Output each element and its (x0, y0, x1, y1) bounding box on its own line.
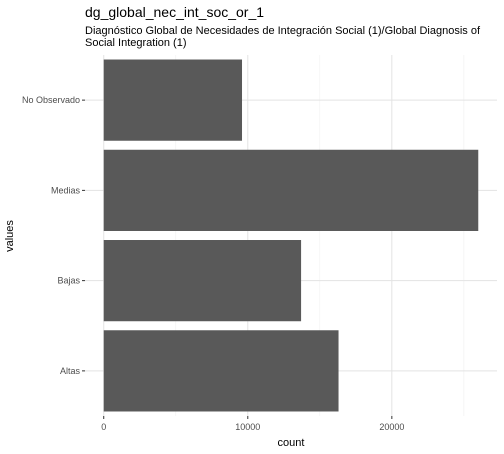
chart-subtitle: Diagnóstico Global de Necesidades de Int… (85, 25, 481, 49)
bar-bajas (103, 240, 302, 322)
y-tick-label: No Observado (22, 95, 80, 105)
y-tick-label: Altas (60, 366, 81, 376)
bar-no-observado (103, 59, 243, 141)
x-tick-label: 0 (101, 422, 106, 432)
y-tick-label: Medias (51, 185, 81, 195)
chart-title: dg_global_nec_int_soc_or_1 (85, 4, 265, 20)
bar-altas (103, 330, 339, 412)
y-tick-label: Bajas (57, 276, 80, 286)
y-axis-label: values (4, 220, 16, 252)
x-tick-label: 10000 (235, 422, 260, 432)
bar-medias (103, 149, 479, 231)
x-tick-label: 20000 (379, 422, 404, 432)
x-axis-label: count (278, 437, 305, 449)
